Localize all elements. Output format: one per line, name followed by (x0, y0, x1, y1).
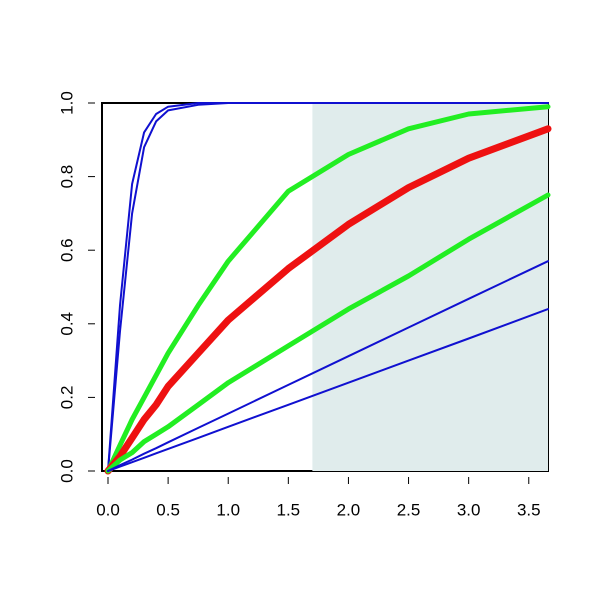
x-tick-label: 2.5 (397, 500, 421, 519)
line-series (107, 102, 549, 472)
y-tick-label: 0.6 (57, 238, 76, 262)
line-series (104, 125, 552, 475)
line-series (107, 260, 549, 472)
line-series (105, 104, 551, 474)
x-tick-label: 0.0 (96, 500, 120, 519)
y-tick-label: 1.0 (57, 91, 76, 115)
shaded-region (312, 102, 548, 471)
y-tick-label: 0.4 (57, 312, 76, 336)
x-tick-label: 1.5 (277, 500, 301, 519)
x-tick-label: 2.0 (337, 500, 361, 519)
y-tick-label: 0.2 (57, 386, 76, 410)
x-tick-label: 3.5 (517, 500, 541, 519)
y-tick-label: 0.8 (57, 165, 76, 189)
x-tick-label: 1.0 (216, 500, 240, 519)
x-tick-label: 3.0 (457, 500, 481, 519)
y-tick-label: 0.0 (57, 459, 76, 483)
x-tick-label: 0.5 (156, 500, 180, 519)
line-series (107, 308, 549, 472)
line-series (105, 192, 551, 474)
